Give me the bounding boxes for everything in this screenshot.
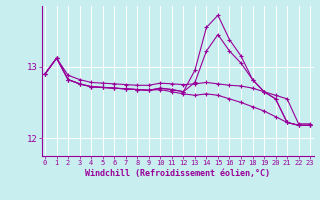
- X-axis label: Windchill (Refroidissement éolien,°C): Windchill (Refroidissement éolien,°C): [85, 169, 270, 178]
